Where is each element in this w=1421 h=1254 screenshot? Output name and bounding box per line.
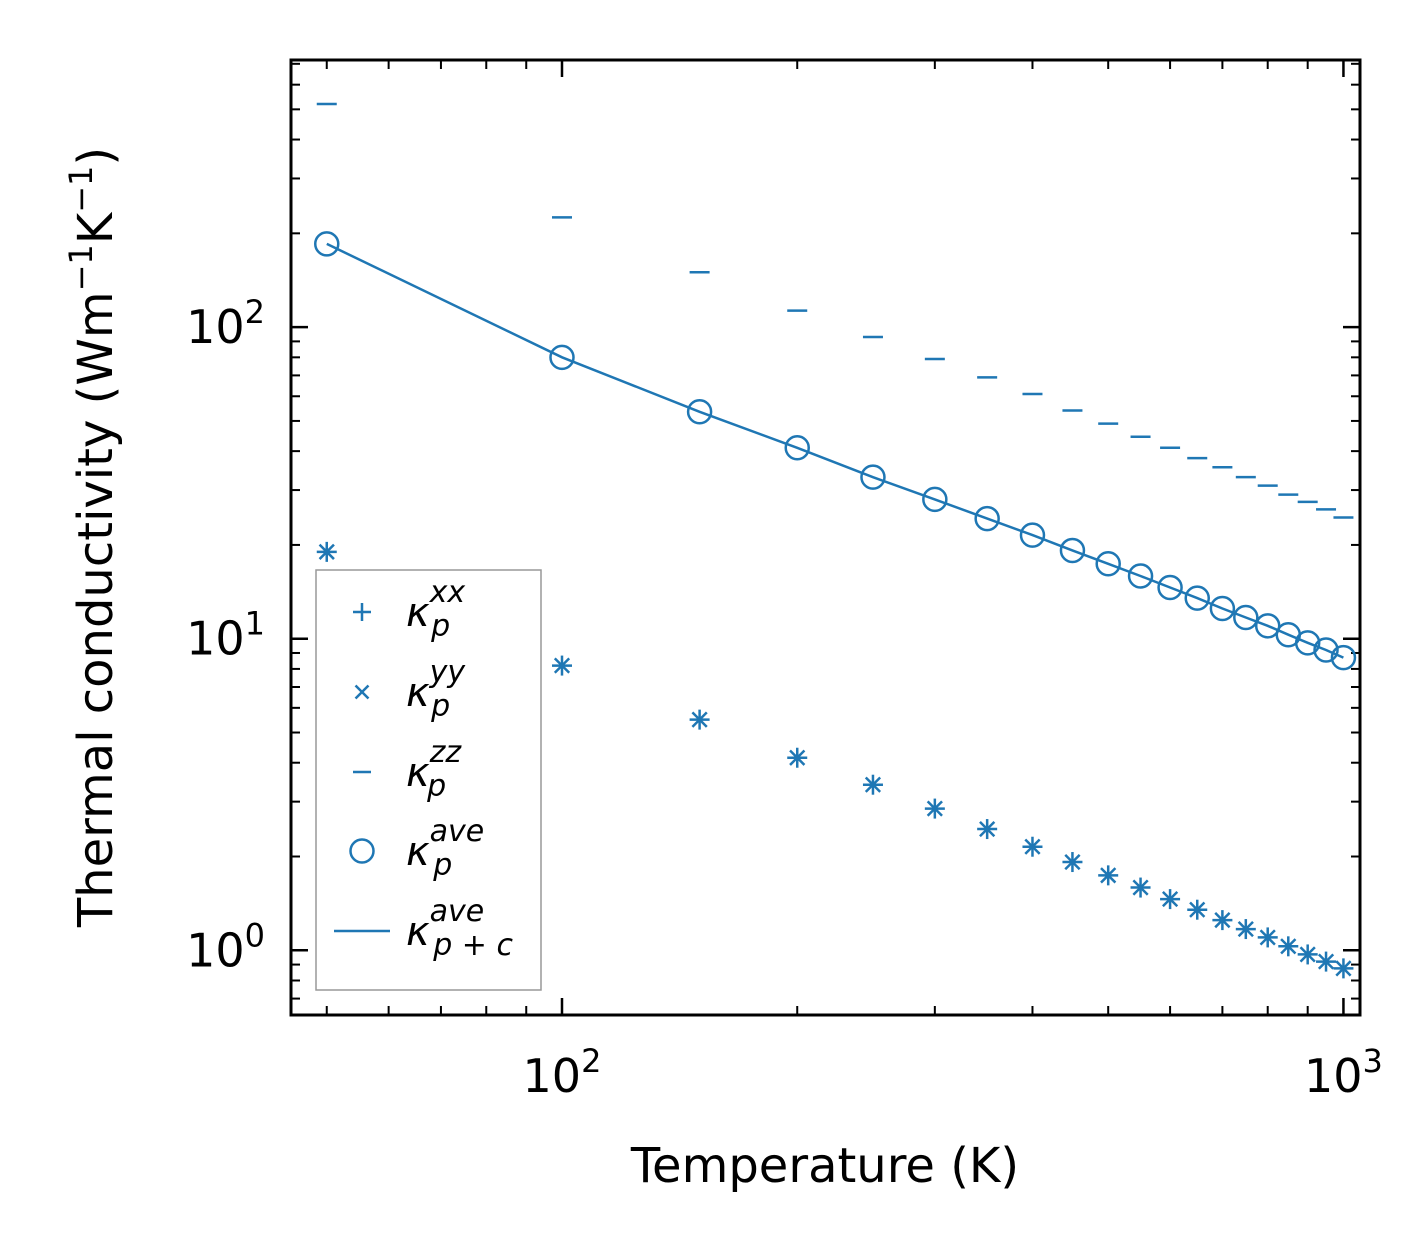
plot-frame — [289, 58, 1362, 1017]
point-kappa_p_yy — [926, 800, 943, 817]
point-kappa_p_ave — [1313, 637, 1339, 663]
legend-item-kappa_p_zz: κzz p — [353, 735, 462, 804]
y-tick-label: 101 — [186, 605, 265, 666]
point-kappa_p_yy — [864, 776, 882, 793]
x-tick-label: 103 — [1304, 1042, 1383, 1103]
series-kappa_p_ave — [314, 231, 1357, 671]
point-kappa_p_yy — [1317, 953, 1335, 970]
legend-label: κxx p — [406, 575, 465, 644]
point-kappa_p_ave — [1209, 595, 1236, 622]
point-kappa_p_yy — [1214, 912, 1231, 929]
point-kappa_p_ave — [1095, 551, 1121, 577]
y-tick-label: 102 — [186, 293, 265, 354]
point-kappa_p_ave — [686, 399, 713, 425]
point-kappa_p_ave — [549, 344, 575, 371]
point-kappa_p_yy — [691, 711, 708, 728]
legend-label: κyy p — [406, 655, 466, 724]
point-kappa_p_yy — [1100, 867, 1117, 884]
legend-swatch — [349, 838, 375, 864]
legend-label: κave p — [406, 814, 484, 883]
series-kappa_p_zz — [316, 102, 1354, 519]
point-kappa_p_ave — [1184, 585, 1210, 611]
point-kappa_p_yy — [1259, 929, 1276, 946]
legend-label: κave p + c — [406, 894, 513, 963]
point-kappa_p_ave — [1127, 563, 1154, 589]
series-line-kappa_pc_ave — [326, 242, 1344, 659]
tick-labels: 102 103 100 101 102 — [186, 293, 1383, 1103]
series-kappa_pc_ave — [326, 242, 1344, 659]
point-kappa_p_yy — [1024, 838, 1041, 855]
point-kappa_p_ave — [314, 231, 340, 257]
x-tick-label: 102 — [523, 1042, 602, 1103]
point-kappa_p_yy — [553, 657, 571, 674]
point-kappa_p_yy — [1280, 938, 1297, 955]
point-kappa_p_yy — [1299, 946, 1316, 963]
point-kappa_p_yy — [1064, 853, 1081, 871]
series-kappa_p_yy — [318, 543, 1352, 977]
legend-item-kappa_p_ave: κave p — [349, 814, 484, 883]
point-kappa_p_yy — [979, 820, 996, 838]
point-kappa_p_yy — [1132, 879, 1149, 896]
point-kappa_p_ave — [922, 486, 948, 513]
legend: κxx p κyy p κzz p κave p κave p + c — [315, 569, 542, 991]
legend-item-kappa_pc_ave: κave p + c — [334, 894, 513, 963]
point-kappa_p_ave — [1019, 522, 1046, 548]
legend-swatch — [353, 603, 371, 621]
point-kappa_p_ave — [1157, 574, 1183, 601]
point-kappa_p_ave — [1330, 644, 1357, 671]
legend-frame — [315, 569, 542, 991]
point-kappa_p_yy — [789, 749, 806, 766]
point-kappa_p_ave — [784, 435, 810, 461]
point-kappa_p_yy — [318, 543, 335, 560]
legend-item-kappa_p_yy: κyy p — [354, 655, 466, 724]
major-ticks — [291, 60, 1360, 1015]
point-kappa_p_yy — [1161, 891, 1179, 908]
legend-label: κzz p — [406, 735, 462, 804]
point-kappa_p_ave — [860, 464, 886, 490]
point-kappa_p_ave — [1294, 630, 1321, 656]
legend-item-kappa_p_xx: κxx p — [353, 575, 465, 644]
point-kappa_p_ave — [974, 505, 1000, 532]
point-kappa_p_yy — [1189, 901, 1206, 918]
y-tick-label: 100 — [186, 916, 265, 977]
series-layer — [314, 102, 1357, 979]
point-kappa_p_yy — [1335, 960, 1352, 977]
point-kappa_p_ave — [1059, 537, 1086, 564]
y-axis-label: Thermal conductivity (Wm−1K−1) — [62, 147, 124, 928]
x-axis-label: Temperature (K) — [630, 1138, 1019, 1194]
point-kappa_p_yy — [1237, 920, 1254, 938]
point-kappa_p_ave — [1233, 604, 1259, 631]
legend-swatch — [354, 684, 370, 700]
